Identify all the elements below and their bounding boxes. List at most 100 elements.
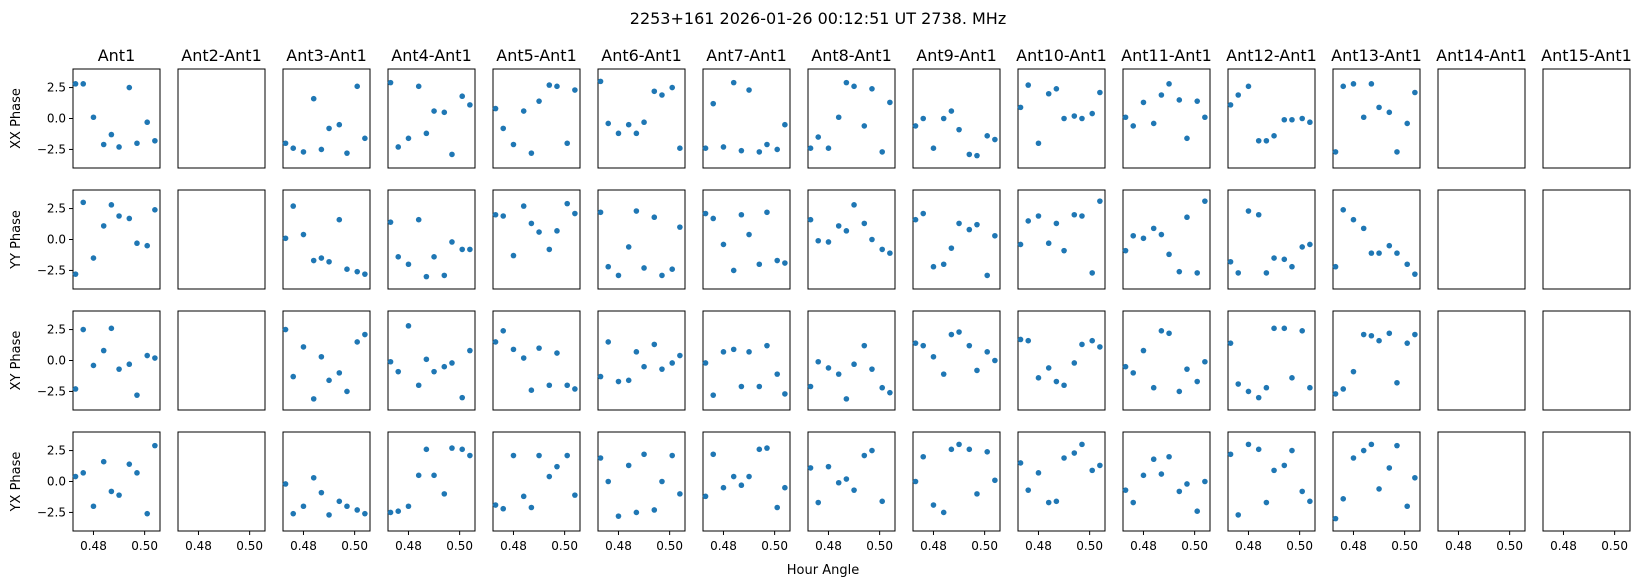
data-point xyxy=(510,346,517,353)
data-point xyxy=(966,446,973,453)
data-point xyxy=(152,137,158,144)
subplot: 0.48 0.50 xyxy=(1227,431,1316,553)
subplot xyxy=(807,310,896,411)
data-point xyxy=(520,355,527,361)
data-point xyxy=(1166,453,1172,460)
subplot: 0.48 0.50 xyxy=(387,431,476,553)
x-tick-label: 0.50 xyxy=(656,539,683,553)
data-point xyxy=(1194,378,1201,385)
data-point xyxy=(1245,441,1252,448)
data-point xyxy=(282,235,289,242)
data-point xyxy=(992,136,998,143)
data-point xyxy=(310,396,317,402)
data-point xyxy=(1202,358,1208,365)
data-point xyxy=(930,502,937,508)
data-point xyxy=(290,145,297,151)
subplot-frame xyxy=(492,310,581,411)
subplot: 2.5 0.0 −2.5 xyxy=(37,189,161,290)
data-point xyxy=(126,84,133,91)
data-point xyxy=(1184,366,1190,372)
subplot-frame xyxy=(912,310,1001,411)
x-tick-label: 0.48 xyxy=(815,539,842,553)
data-point xyxy=(90,255,97,261)
data-point xyxy=(1299,488,1306,495)
data-point xyxy=(605,339,612,345)
data-point xyxy=(1332,391,1339,397)
row-label: XX Phase xyxy=(9,88,24,149)
subplot-frame xyxy=(702,68,791,169)
data-point xyxy=(441,363,448,370)
data-point xyxy=(449,239,455,245)
subplot-frame xyxy=(597,68,686,169)
data-point xyxy=(1281,116,1288,123)
data-point xyxy=(879,498,886,505)
data-point xyxy=(1360,331,1367,338)
data-point xyxy=(774,257,781,264)
data-point xyxy=(677,352,683,359)
data-point xyxy=(677,224,683,230)
data-point xyxy=(1386,242,1393,249)
data-point xyxy=(282,481,289,487)
data-point xyxy=(387,219,394,225)
data-point xyxy=(730,346,737,353)
data-point xyxy=(528,150,535,156)
column-title: Ant12-Ant1 xyxy=(1226,46,1317,65)
data-point xyxy=(1097,462,1103,469)
data-point xyxy=(702,360,709,366)
data-point xyxy=(720,484,727,491)
data-point xyxy=(1061,382,1067,389)
data-point xyxy=(467,102,473,108)
data-point xyxy=(605,120,612,127)
data-point xyxy=(1263,384,1270,391)
data-point xyxy=(1061,247,1067,254)
data-point xyxy=(554,228,560,234)
data-point xyxy=(326,125,332,132)
data-point xyxy=(354,83,361,90)
data-point xyxy=(1079,213,1085,219)
data-point xyxy=(948,245,955,251)
subplot xyxy=(1437,310,1526,411)
data-point xyxy=(318,489,325,496)
subplot xyxy=(1542,310,1631,411)
data-point xyxy=(116,144,122,150)
data-point xyxy=(80,326,87,333)
x-tick-label: 0.48 xyxy=(290,539,317,553)
subplot: 0.48 0.50 xyxy=(177,431,266,553)
data-point xyxy=(126,361,133,368)
data-point xyxy=(144,352,151,359)
data-point xyxy=(459,246,466,253)
data-point xyxy=(843,476,850,482)
data-point xyxy=(1194,508,1201,514)
data-point xyxy=(1045,365,1052,371)
data-point xyxy=(423,273,430,280)
data-point xyxy=(861,220,868,227)
subplot-frame xyxy=(492,68,581,169)
data-point xyxy=(387,509,394,516)
data-point xyxy=(134,392,140,398)
column-title: Ant3-Ant1 xyxy=(286,46,367,65)
data-point xyxy=(395,508,402,514)
data-point xyxy=(520,108,527,114)
data-point xyxy=(1281,325,1288,332)
subplot: 0.48 0.50 xyxy=(1017,431,1106,553)
data-point xyxy=(956,441,962,448)
data-point xyxy=(887,250,893,256)
data-point xyxy=(641,363,647,370)
data-point xyxy=(669,452,676,459)
data-point xyxy=(1025,337,1032,344)
data-point xyxy=(825,145,832,151)
data-point xyxy=(116,492,122,498)
data-point xyxy=(1350,81,1357,87)
data-point xyxy=(108,131,115,138)
subplot-frame xyxy=(1332,68,1421,169)
data-point xyxy=(405,135,412,142)
subplot-frame xyxy=(1437,68,1526,169)
data-point xyxy=(536,452,542,459)
data-point xyxy=(1017,460,1024,466)
data-point xyxy=(1281,256,1288,263)
data-point xyxy=(940,509,947,516)
y-tick-label: 0.0 xyxy=(47,112,66,126)
data-point xyxy=(290,510,297,517)
data-point xyxy=(669,266,676,273)
data-point xyxy=(1360,114,1367,121)
